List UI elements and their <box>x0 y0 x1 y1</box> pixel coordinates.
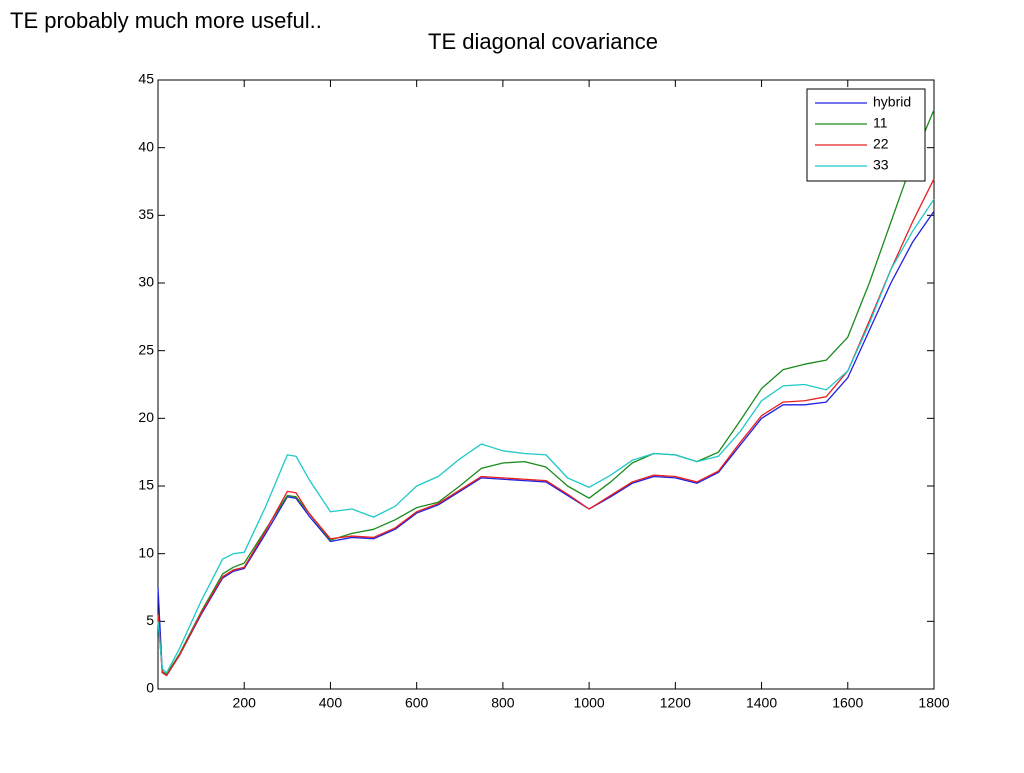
slide-heading: TE probably much more useful.. <box>10 8 322 33</box>
legend-label: 11 <box>873 115 888 131</box>
y-tick-label: 5 <box>146 612 154 628</box>
x-tick-label: 400 <box>319 695 343 711</box>
series-line <box>157 198 935 674</box>
y-tick-label: 10 <box>138 544 154 560</box>
y-tick-label: 40 <box>138 138 154 154</box>
x-tick-label: 1400 <box>746 695 777 711</box>
series-line <box>157 178 935 677</box>
chart-title: TE diagonal covariance <box>428 29 658 54</box>
x-tick-label: 800 <box>491 695 515 711</box>
y-tick-label: 35 <box>138 206 154 222</box>
y-tick-label: 25 <box>138 341 154 357</box>
series-line <box>157 109 935 675</box>
x-tick-label: 1800 <box>918 695 949 711</box>
x-tick-label: 1600 <box>832 695 863 711</box>
y-tick-label: 15 <box>138 477 154 493</box>
plot-frame <box>157 79 935 690</box>
legend-label: 22 <box>873 136 889 152</box>
y-tick-label: 20 <box>138 409 154 425</box>
y-tick-label: 30 <box>138 274 154 290</box>
legend-label: hybrid <box>873 94 911 110</box>
y-tick-label: 0 <box>146 680 154 696</box>
y-tick-label: 45 <box>138 71 154 87</box>
x-tick-label: 1200 <box>660 695 691 711</box>
series-line <box>157 210 935 677</box>
x-tick-label: 200 <box>233 695 257 711</box>
x-tick-label: 600 <box>405 695 429 711</box>
x-tick-label: 1000 <box>574 695 605 711</box>
legend-label: 33 <box>873 157 889 173</box>
